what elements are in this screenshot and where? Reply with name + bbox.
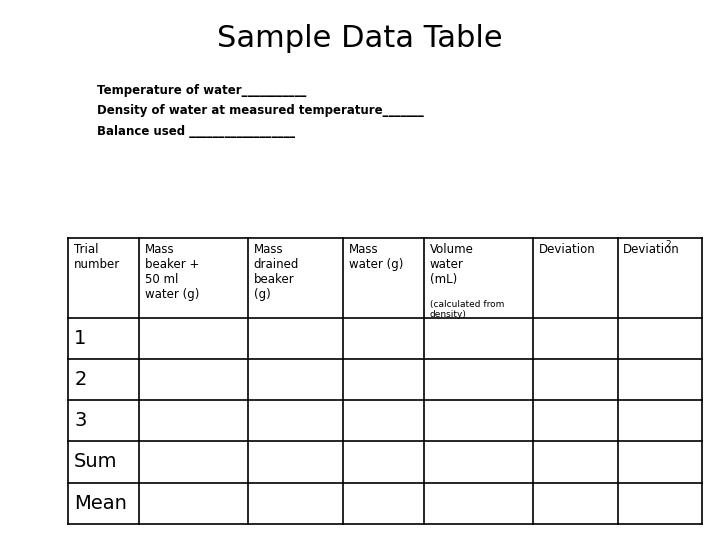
Text: Density of water at measured temperature_______: Density of water at measured temperature… [97, 104, 424, 117]
Text: Sum: Sum [74, 453, 117, 471]
Text: (calculated from
density): (calculated from density) [430, 300, 504, 319]
Text: 2: 2 [74, 370, 86, 389]
Text: Balance used __________________: Balance used __________________ [97, 125, 295, 138]
Text: Mass
drained
beaker
(g): Mass drained beaker (g) [253, 243, 299, 301]
Text: Temperature of water___________: Temperature of water___________ [97, 84, 307, 97]
Text: Trial
number: Trial number [74, 243, 120, 271]
Text: 1: 1 [74, 329, 86, 348]
Text: Volume
water
(mL): Volume water (mL) [430, 243, 474, 286]
Text: Deviation: Deviation [624, 243, 680, 256]
Text: 2: 2 [665, 240, 670, 249]
Text: Sample Data Table: Sample Data Table [217, 24, 503, 53]
Text: Mean: Mean [74, 494, 127, 512]
Text: 3: 3 [74, 411, 86, 430]
Text: Mass
water (g): Mass water (g) [348, 243, 403, 271]
Text: Mass
beaker +
50 ml
water (g): Mass beaker + 50 ml water (g) [145, 243, 199, 301]
Text: Deviation: Deviation [539, 243, 595, 256]
